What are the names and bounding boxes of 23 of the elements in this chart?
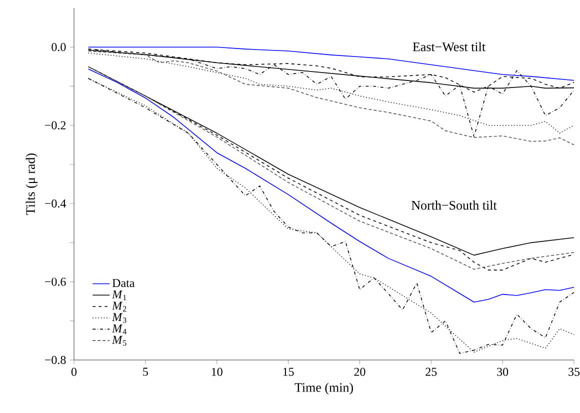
y-axis-title: Tilts (μ rad) [26, 154, 38, 215]
x-tick-label: 35 [568, 368, 580, 376]
y-tick-label: 0.0 [52, 43, 66, 52]
legend-label: M$_{2}$ [112, 302, 126, 312]
y-tick-label: −0.2 [45, 121, 66, 130]
x-tick-label: 20 [354, 368, 366, 376]
x-tick-label: 5 [143, 368, 148, 376]
annotation: North−South tilt [412, 200, 497, 210]
y-tick-label: −0.8 [45, 356, 66, 364]
x-tick-label: 10 [212, 368, 222, 376]
legend-label: M$_{5}$ [112, 336, 126, 346]
legend-label: M$_{3}$ [112, 313, 126, 323]
y-tick-label: −0.4 [45, 199, 66, 208]
x-tick-label: 25 [426, 368, 437, 376]
x-tick-label: 30 [497, 368, 508, 376]
annotation: East−West tilt [412, 42, 486, 52]
y-tick-label: −0.6 [45, 278, 66, 286]
legend-label: M$_{1}$ [112, 290, 126, 300]
x-tick-label: 15 [283, 368, 294, 376]
legend-label: M$_{4}$ [112, 324, 126, 334]
legend-label: Data [112, 279, 135, 288]
x-tick-label: 0 [71, 368, 77, 376]
x-axis-title: Time (min) [294, 382, 353, 395]
